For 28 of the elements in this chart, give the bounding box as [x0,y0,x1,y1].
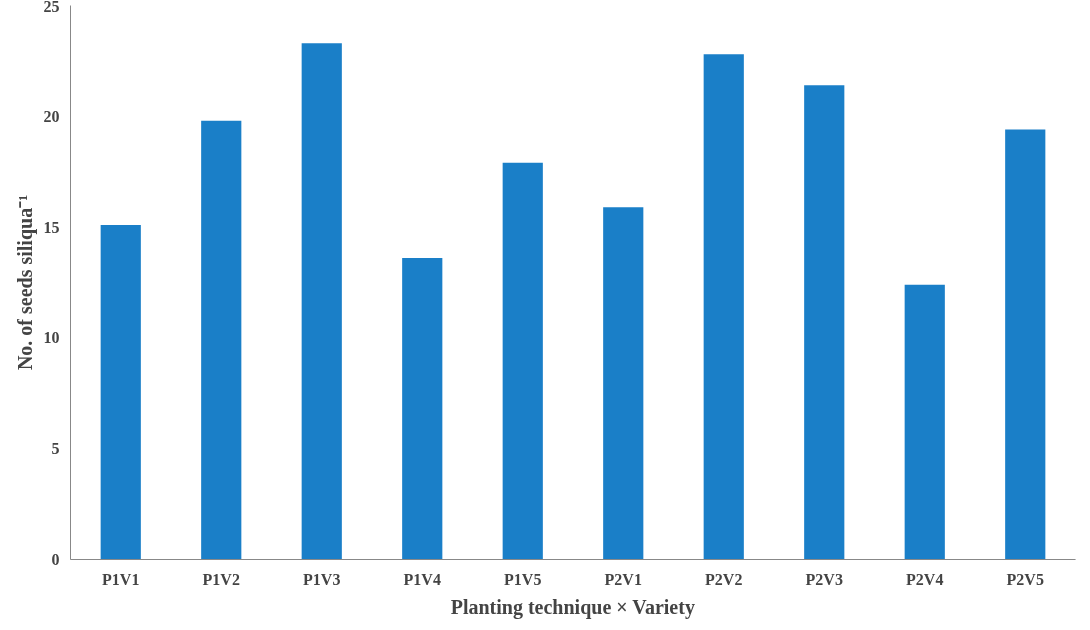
y-tick-label: 5 [51,440,60,458]
x-tick-label: P2V4 [906,570,944,588]
bar [1005,129,1046,560]
x-tick-label: P1V5 [504,570,542,588]
x-tick-label: P2V2 [705,570,743,588]
bar [804,85,845,560]
bar [100,224,141,560]
x-tick-label: P1V1 [102,570,140,588]
y-tick-label: 15 [43,218,60,236]
y-tick-label: 10 [43,329,60,347]
bar [603,207,644,560]
bar [703,54,744,560]
bar [201,120,242,560]
y-axis-title: No. of seeds siliqua⁻¹ [13,194,37,371]
bar [301,43,342,560]
x-tick-label: P2V1 [604,570,642,588]
y-tick-label: 0 [51,551,60,568]
bar [904,284,945,560]
x-tick-label: P1V2 [202,570,240,588]
y-tick-label: 20 [43,107,60,125]
x-tick-label: P1V4 [403,570,441,588]
x-tick-label: P2V3 [805,570,843,588]
x-tick-label: P1V3 [303,570,341,588]
y-tick-label: 25 [43,0,60,15]
bar [402,258,443,560]
bar [502,162,543,560]
x-axis-title: Planting technique × Variety [450,595,695,619]
x-tick-label: P2V5 [1006,570,1044,588]
